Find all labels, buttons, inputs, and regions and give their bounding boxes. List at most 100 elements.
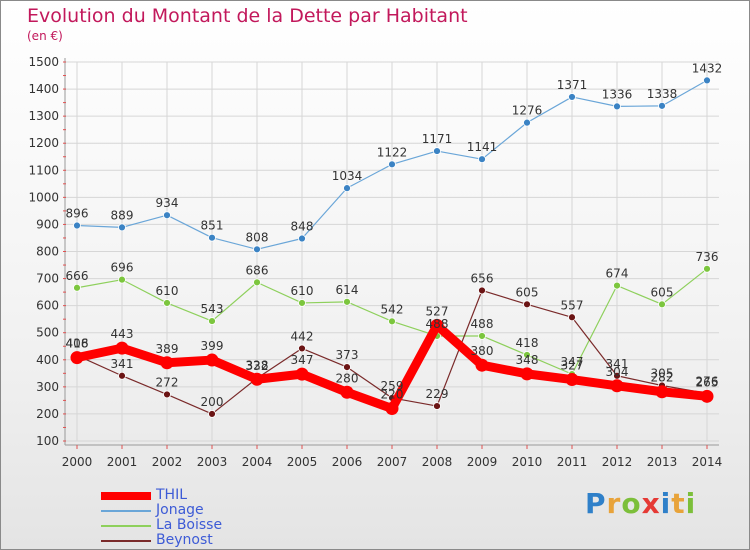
data-label-beynost: 656 bbox=[471, 271, 494, 285]
data-label-thil: 304 bbox=[606, 365, 629, 379]
data-point-thil bbox=[565, 373, 579, 387]
data-label-jonage: 1141 bbox=[467, 140, 498, 154]
data-label-jonage: 934 bbox=[156, 196, 179, 210]
data-label-jonage: 1171 bbox=[422, 132, 453, 146]
x-tick-label: 2008 bbox=[422, 455, 453, 469]
data-point-jonage bbox=[118, 223, 126, 232]
data-point-beynost bbox=[208, 410, 216, 418]
data-label-jonage: 896 bbox=[66, 207, 89, 221]
data-label-thil: 348 bbox=[516, 353, 539, 367]
data-point-jonage bbox=[478, 155, 486, 164]
data-point-la-boisse bbox=[163, 299, 171, 307]
x-tick-label: 2013 bbox=[647, 455, 678, 469]
data-label-beynost: 276 bbox=[696, 374, 719, 388]
data-label-beynost: 259 bbox=[381, 379, 404, 393]
y-tick-label: 1400 bbox=[28, 82, 59, 96]
data-label-la-boisse: 686 bbox=[246, 263, 269, 277]
data-label-jonage: 1336 bbox=[602, 87, 633, 101]
data-point-thil bbox=[700, 389, 714, 403]
data-point-jonage bbox=[613, 102, 621, 111]
data-label-thil: 389 bbox=[156, 342, 179, 356]
data-label-jonage: 1034 bbox=[332, 169, 363, 183]
data-point-jonage bbox=[433, 147, 441, 155]
data-label-beynost: 605 bbox=[516, 285, 539, 299]
data-label-thil: 443 bbox=[111, 327, 134, 341]
data-label-thil: 220 bbox=[381, 388, 404, 402]
x-tick-label: 2007 bbox=[377, 455, 408, 469]
data-point-la-boisse bbox=[343, 297, 351, 306]
y-tick-label: 500 bbox=[36, 326, 59, 340]
data-point-thil bbox=[475, 358, 489, 372]
data-label-la-boisse: 674 bbox=[606, 267, 629, 281]
data-label-thil: 265 bbox=[696, 375, 719, 389]
x-tick-label: 2010 bbox=[512, 455, 543, 469]
y-tick-label: 200 bbox=[36, 407, 59, 421]
legend-label: Jonage bbox=[156, 502, 204, 518]
data-point-jonage bbox=[208, 233, 216, 242]
data-point-thil bbox=[70, 351, 84, 365]
x-tick-label: 2011 bbox=[557, 455, 588, 469]
data-point-la-boisse bbox=[523, 351, 531, 359]
data-label-jonage: 1338 bbox=[647, 87, 678, 101]
data-label-la-boisse: 610 bbox=[291, 284, 314, 298]
data-point-beynost bbox=[478, 286, 486, 295]
x-tick-label: 2006 bbox=[332, 455, 363, 469]
y-tick-label: 300 bbox=[36, 380, 59, 394]
data-point-la-boisse bbox=[208, 317, 216, 325]
data-point-jonage bbox=[523, 118, 531, 127]
y-tick-label: 1100 bbox=[28, 163, 59, 177]
y-tick-label: 900 bbox=[36, 217, 59, 231]
proxiti-logo: Proxiti bbox=[585, 487, 697, 520]
data-point-beynost bbox=[433, 402, 441, 410]
legend-label: THIL bbox=[156, 487, 188, 503]
chart-title: Evolution du Montant de la Dette par Hab… bbox=[27, 5, 468, 27]
data-label-la-boisse: 605 bbox=[651, 285, 674, 299]
data-label-beynost: 332 bbox=[246, 359, 269, 373]
data-point-jonage bbox=[658, 101, 666, 110]
data-label-thil: 327 bbox=[561, 359, 584, 373]
y-tick-label: 1000 bbox=[28, 190, 59, 204]
data-label-jonage: 889 bbox=[111, 208, 134, 222]
data-label-beynost: 341 bbox=[606, 357, 629, 371]
data-label-beynost: 373 bbox=[336, 348, 359, 362]
data-label-la-boisse: 736 bbox=[696, 250, 719, 264]
data-label-beynost: 200 bbox=[201, 395, 224, 409]
data-label-beynost: 341 bbox=[111, 357, 134, 371]
y-tick-label: 400 bbox=[36, 353, 59, 367]
data-point-thil bbox=[385, 402, 399, 416]
data-label-thil: 527 bbox=[426, 304, 449, 318]
data-point-jonage bbox=[73, 221, 81, 230]
data-label-jonage: 1276 bbox=[512, 104, 543, 118]
data-point-beynost bbox=[568, 313, 576, 322]
data-label-beynost: 557 bbox=[561, 298, 584, 312]
data-label-jonage: 808 bbox=[246, 230, 269, 244]
unit-label: (en €) bbox=[27, 29, 63, 43]
x-tick-label: 2009 bbox=[467, 455, 498, 469]
data-label-jonage: 1371 bbox=[557, 78, 588, 92]
data-point-beynost bbox=[523, 300, 531, 309]
data-point-jonage bbox=[298, 234, 306, 243]
data-label-beynost: 305 bbox=[651, 367, 674, 381]
data-label-jonage: 1122 bbox=[377, 145, 408, 159]
data-label-beynost: 272 bbox=[156, 375, 179, 389]
y-tick-label: 1500 bbox=[28, 55, 59, 69]
x-tick-label: 2005 bbox=[287, 455, 318, 469]
data-point-la-boisse bbox=[658, 300, 666, 309]
x-tick-label: 2012 bbox=[602, 455, 633, 469]
data-point-la-boisse bbox=[253, 278, 261, 287]
data-label-la-boisse: 610 bbox=[156, 284, 179, 298]
data-point-thil bbox=[115, 341, 129, 355]
x-tick-label: 2003 bbox=[197, 455, 228, 469]
data-label-la-boisse: 542 bbox=[381, 302, 404, 316]
data-label-beynost: 416 bbox=[66, 336, 89, 350]
data-label-thil: 328 bbox=[246, 358, 269, 372]
data-label-la-boisse: 666 bbox=[66, 269, 89, 283]
data-label-beynost: 442 bbox=[291, 329, 314, 343]
data-label-la-boisse: 418 bbox=[516, 336, 539, 350]
x-tick-label: 2001 bbox=[107, 455, 138, 469]
data-label-la-boisse: 347 bbox=[561, 355, 584, 369]
data-point-thil bbox=[520, 367, 534, 381]
data-point-beynost bbox=[118, 371, 126, 380]
data-point-beynost bbox=[343, 363, 351, 371]
data-point-jonage bbox=[703, 76, 711, 85]
